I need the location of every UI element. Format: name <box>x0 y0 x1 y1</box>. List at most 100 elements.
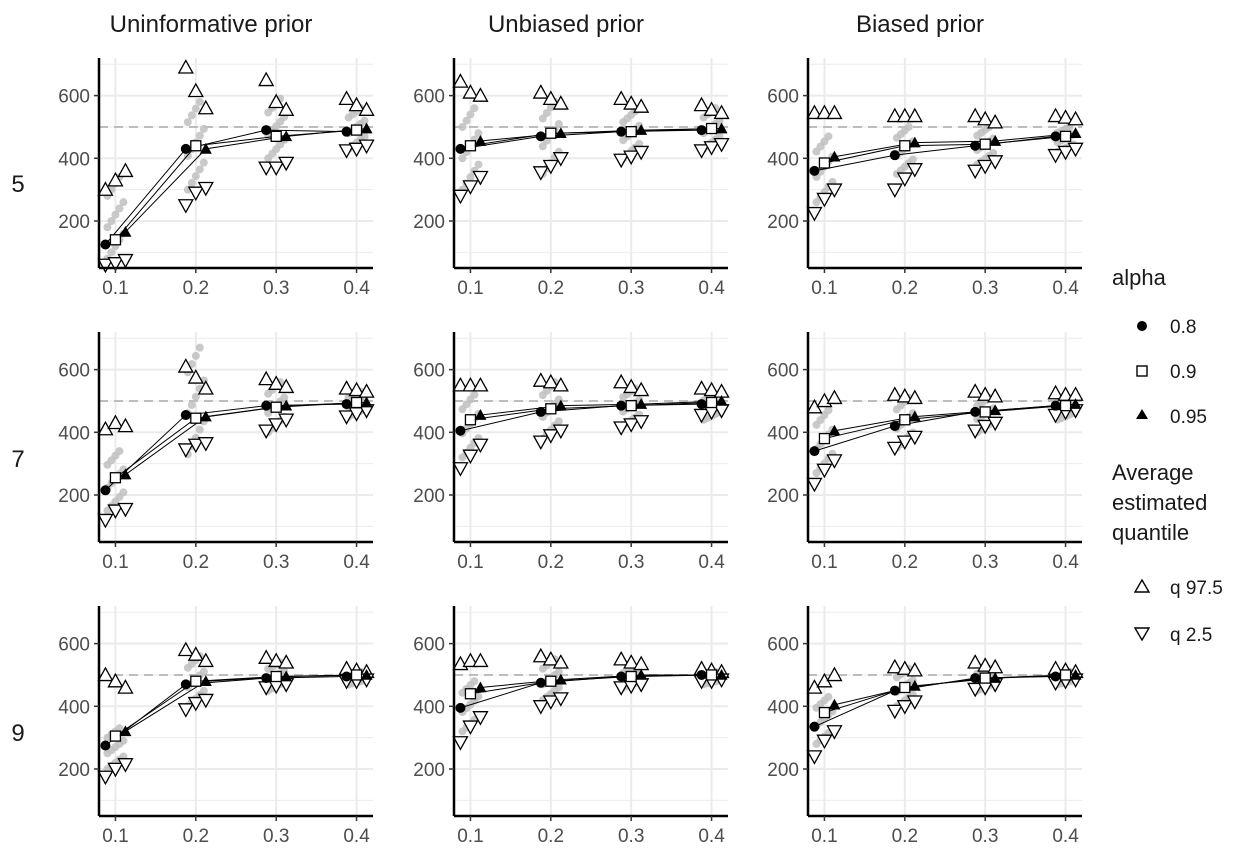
x-tick-label: 0.2 <box>183 826 209 847</box>
legend-key-0.95: 0.95 <box>1136 407 1207 428</box>
upper-quantile-marker <box>187 82 204 98</box>
mean-line <box>824 405 1066 440</box>
upper-quantile-marker <box>967 107 984 123</box>
upper-quantile-marker <box>177 358 194 373</box>
y-tick-label: 200 <box>767 760 799 781</box>
lower-quantile-marker <box>278 156 295 172</box>
mean-marker-alpha-0.8 <box>100 239 111 250</box>
lower-quantile-marker <box>987 416 1004 432</box>
upper-quantile-marker <box>97 181 114 196</box>
mean-marker-alpha-0.8 <box>261 400 272 411</box>
mean-marker-alpha-0.8 <box>809 721 820 732</box>
lower-quantile-marker <box>197 437 214 452</box>
lower-quantile-marker <box>693 144 710 159</box>
mean-marker-alpha-0.8 <box>889 685 900 696</box>
upper-quantile-marker <box>826 389 843 405</box>
mean-marker-alpha-0.95 <box>119 468 132 480</box>
mean-marker-alpha-0.8 <box>970 673 981 684</box>
upper-quantile-marker <box>633 381 650 397</box>
panel: 200 400 600 0.1 0.2 0.3 0.4 <box>413 606 730 847</box>
legend-title-quantile-2: estimated <box>1112 490 1207 515</box>
panels-group: 200 400 600 0.1 0.2 0.3 0.4 200 400 600 0.1 0.2 0.3 0… <box>58 58 1084 847</box>
mean-marker-alpha-0.9 <box>190 140 202 152</box>
upper-quantile-marker <box>107 171 124 187</box>
raw-point <box>474 160 483 169</box>
lower-quantile-marker <box>268 161 285 177</box>
upper-quantile-marker <box>896 660 913 675</box>
raw-point <box>115 724 124 733</box>
lower-quantile-marker <box>268 418 285 433</box>
mean-marker-alpha-0.9 <box>545 127 557 139</box>
raw-point <box>546 103 555 112</box>
row-strip-title: 9 <box>11 720 24 747</box>
y-tick-label: 600 <box>413 635 445 656</box>
lower-quantile-marker <box>97 513 114 529</box>
x-tick-label: 0.1 <box>102 826 128 847</box>
mean-marker-alpha-0.8 <box>809 446 820 457</box>
y-tick-label: 400 <box>413 423 445 444</box>
raw-point <box>119 488 128 497</box>
mean-marker-alpha-0.8 <box>616 126 627 137</box>
upper-quantile-marker <box>896 107 913 123</box>
mean-line <box>480 674 722 688</box>
upper-quantile-marker <box>197 99 214 115</box>
mean-marker-alpha-0.9 <box>979 138 991 150</box>
raw-point <box>183 118 192 127</box>
upper-quantile-marker <box>117 417 134 433</box>
mean-marker-alpha-0.95 <box>715 122 728 134</box>
upper-quantile-marker <box>906 661 923 677</box>
legend-symbol-filled-triangle <box>1136 409 1148 419</box>
upper-quantile-marker <box>613 373 630 389</box>
upper-quantile-marker <box>472 87 489 102</box>
mean-marker-alpha-0.9 <box>109 730 122 742</box>
raw-point <box>103 223 112 232</box>
lower-quantile-marker <box>452 462 469 477</box>
y-tick-label: 200 <box>58 486 90 507</box>
x-tick-label: 0.2 <box>183 278 209 299</box>
mean-marker-alpha-0.8 <box>809 165 820 176</box>
raw-point <box>989 148 998 157</box>
mean-marker-alpha-0.9 <box>545 675 557 687</box>
lower-quantile-marker <box>613 681 630 696</box>
lower-quantile-marker <box>338 144 355 159</box>
raw-point <box>458 122 467 131</box>
x-tick-label: 0.1 <box>102 552 128 573</box>
x-tick-label: 0.3 <box>263 552 289 573</box>
panel: 200 400 600 0.1 0.2 0.3 0.4 <box>413 58 730 299</box>
lower-quantile-marker <box>107 257 124 272</box>
x-tick-label: 0.4 <box>1052 552 1079 573</box>
y-tick-label: 400 <box>767 149 799 170</box>
upper-quantile-marker <box>623 654 640 669</box>
raw-point <box>360 116 369 125</box>
upper-quantile-marker <box>886 658 903 674</box>
panel: 200 400 600 0.1 0.2 0.3 0.4 <box>58 606 375 847</box>
mean-marker-alpha-0.8 <box>341 671 352 682</box>
raw-point <box>554 417 563 426</box>
mean-marker-alpha-0.8 <box>261 673 272 684</box>
lower-quantile-marker <box>906 695 923 710</box>
panel: 200 400 600 0.1 0.2 0.3 0.4 <box>767 606 1084 847</box>
lower-quantile-marker <box>197 181 214 197</box>
y-tick-label: 600 <box>58 361 90 382</box>
mean-line <box>125 402 367 476</box>
mean-marker-alpha-0.9 <box>190 412 202 424</box>
mean-line <box>834 132 1076 158</box>
lower-quantile-marker <box>542 695 559 710</box>
mean-marker-alpha-0.95 <box>360 668 373 680</box>
lower-quantile-marker <box>107 504 124 519</box>
lower-quantile-marker <box>348 142 365 158</box>
y-tick-label: 400 <box>767 423 799 444</box>
upper-quantile-marker <box>542 90 559 105</box>
mean-marker-alpha-0.8 <box>696 125 707 136</box>
lower-quantile-marker <box>552 692 569 707</box>
raw-point <box>280 393 289 402</box>
lower-quantile-marker <box>633 145 650 161</box>
upper-quantile-marker <box>338 90 355 105</box>
lower-quantile-marker <box>806 477 823 493</box>
lower-quantile-marker <box>703 141 720 156</box>
mean-line <box>834 674 1076 706</box>
raw-point <box>191 351 200 360</box>
x-tick-label: 0.3 <box>972 552 998 573</box>
lower-quantile-marker <box>816 192 833 208</box>
mean-marker-alpha-0.95 <box>119 725 132 737</box>
